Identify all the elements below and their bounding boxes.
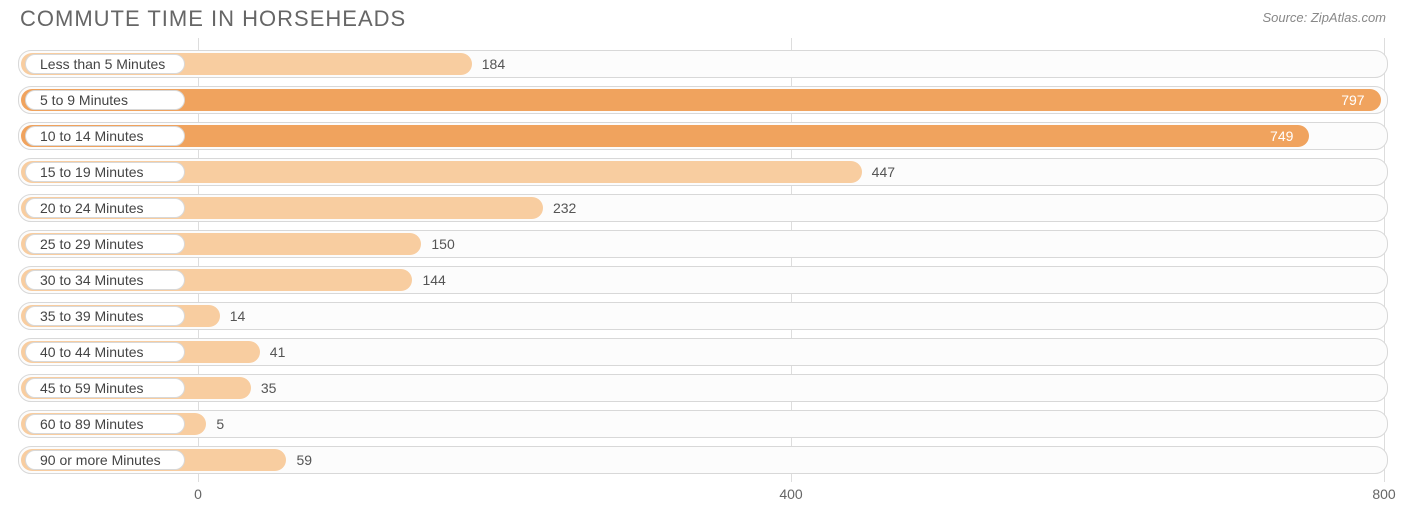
value-label: 59	[296, 447, 312, 473]
category-pill: 45 to 59 Minutes	[25, 378, 185, 398]
category-pill: 25 to 29 Minutes	[25, 234, 185, 254]
category-pill: 10 to 14 Minutes	[25, 126, 185, 146]
bar-row: 45 to 59 Minutes 35	[18, 374, 1388, 402]
x-tick: 0	[194, 486, 202, 502]
bar-row: 10 to 14 Minutes 749	[18, 122, 1388, 150]
category-pill: 40 to 44 Minutes	[25, 342, 185, 362]
value-label: 150	[431, 231, 454, 257]
category-pill: 90 or more Minutes	[25, 450, 185, 470]
x-tick: 800	[1372, 486, 1395, 502]
bar-row: 60 to 89 Minutes 5	[18, 410, 1388, 438]
value-label: 797	[1341, 87, 1364, 113]
bar-row: 25 to 29 Minutes 150	[18, 230, 1388, 258]
chart-title: COMMUTE TIME IN HORSEHEADS	[20, 6, 406, 32]
category-pill: 60 to 89 Minutes	[25, 414, 185, 434]
value-label: 232	[553, 195, 576, 221]
category-pill: 30 to 34 Minutes	[25, 270, 185, 290]
bar-chart: Less than 5 Minutes 184 5 to 9 Minutes 797 1…	[0, 38, 1406, 474]
value-label: 14	[230, 303, 246, 329]
chart-source: Source: ZipAtlas.com	[1262, 6, 1386, 25]
x-axis: 0400800	[18, 482, 1388, 512]
bar-row: 5 to 9 Minutes 797	[18, 86, 1388, 114]
bar-fill	[21, 125, 1309, 147]
bar-row: 40 to 44 Minutes 41	[18, 338, 1388, 366]
bar-row: 90 or more Minutes 59	[18, 446, 1388, 474]
category-pill: 35 to 39 Minutes	[25, 306, 185, 326]
x-tick: 400	[779, 486, 802, 502]
category-pill: 20 to 24 Minutes	[25, 198, 185, 218]
bar-row: 15 to 19 Minutes 447	[18, 158, 1388, 186]
value-label: 184	[482, 51, 505, 77]
chart-header: COMMUTE TIME IN HORSEHEADS Source: ZipAt…	[0, 0, 1406, 38]
value-label: 447	[872, 159, 895, 185]
value-label: 749	[1270, 123, 1293, 149]
bar-fill	[21, 89, 1381, 111]
bar-row: 35 to 39 Minutes 14	[18, 302, 1388, 330]
bar-row: 20 to 24 Minutes 232	[18, 194, 1388, 222]
category-pill: Less than 5 Minutes	[25, 54, 185, 74]
value-label: 5	[216, 411, 224, 437]
value-label: 35	[261, 375, 277, 401]
bar-row: 30 to 34 Minutes 144	[18, 266, 1388, 294]
value-label: 41	[270, 339, 286, 365]
category-pill: 5 to 9 Minutes	[25, 90, 185, 110]
value-label: 144	[422, 267, 445, 293]
category-pill: 15 to 19 Minutes	[25, 162, 185, 182]
bar-row: Less than 5 Minutes 184	[18, 50, 1388, 78]
